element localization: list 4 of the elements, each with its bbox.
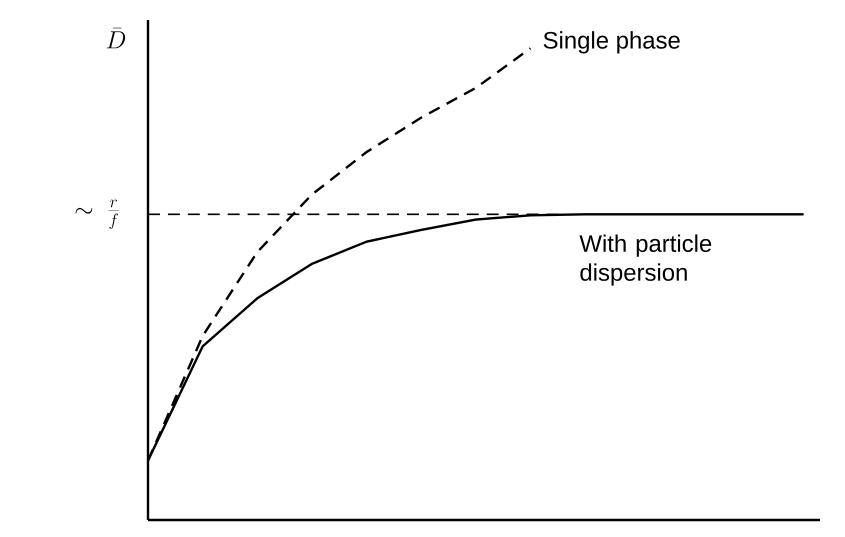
ref-line-label: $\sim\;\frac{r}{f}$ bbox=[76, 200, 119, 230]
series-label: With particle dispersion bbox=[580, 234, 712, 286]
y-axis-title: $\bar{D}$ bbox=[106, 28, 126, 48]
series-label: Single phase bbox=[544, 31, 680, 54]
